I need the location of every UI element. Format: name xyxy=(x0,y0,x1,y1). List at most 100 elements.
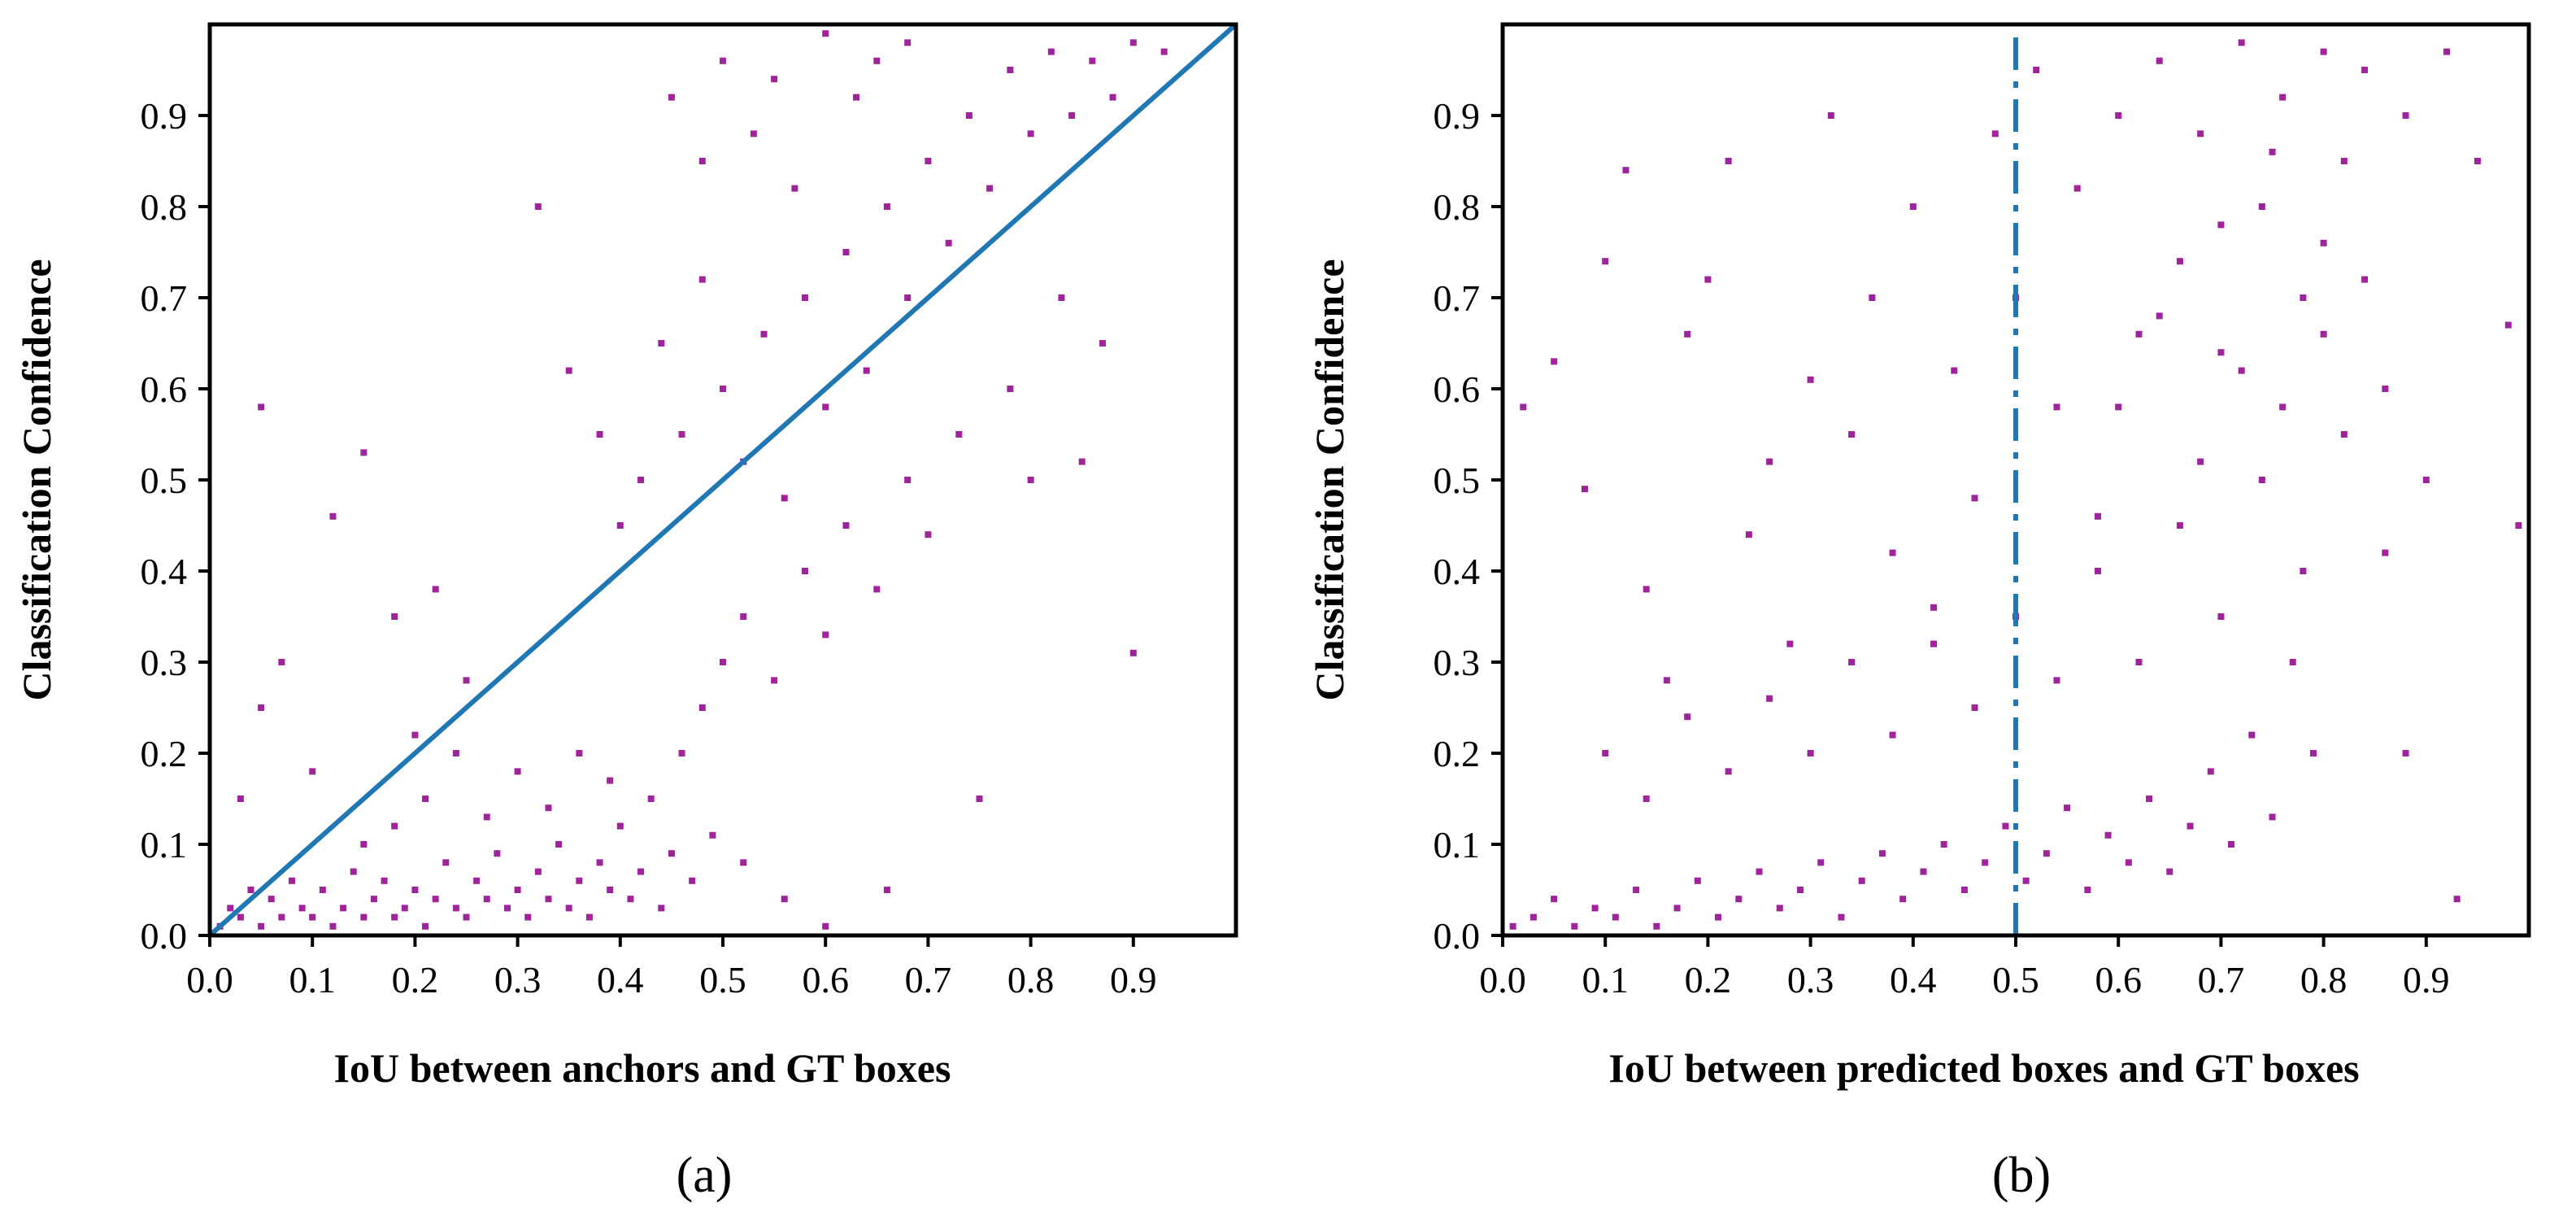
scatter-point-b-1 xyxy=(1530,913,1537,921)
scatter-point-a-97 xyxy=(1109,94,1116,101)
scatter-point-a-88 xyxy=(925,158,932,164)
scatter-panel-b: 0.0 0.1 0.2 0.3 0.4 0.5 0.6 0.7 0.8 0.9 0.0 0.1 0.2… xyxy=(1307,22,2531,1203)
scatter-point-a-50 xyxy=(237,796,244,802)
scatter-point-a-77 xyxy=(698,276,706,283)
scatter-point-a-47 xyxy=(698,704,706,711)
x-tick-label-b-1: 0.1 xyxy=(1582,959,1629,1000)
y-tick-label-b-2: 0.2 xyxy=(1434,733,1481,774)
scatter-point-a-30 xyxy=(524,913,532,921)
scatter-point-b-30 xyxy=(2125,859,2132,866)
y-tick-label-b-6: 0.6 xyxy=(1434,368,1481,410)
scatter-point-a-103 xyxy=(822,631,829,639)
scatter-point-b-110 xyxy=(2115,403,2122,411)
scatter-point-b-16 xyxy=(1838,913,1845,921)
scatter-point-b-72 xyxy=(2197,130,2204,137)
scatter-point-b-0 xyxy=(1509,922,1516,930)
scatter-point-a-84 xyxy=(842,249,850,255)
scatter-point-a-83 xyxy=(822,403,829,411)
scatter-point-b-38 xyxy=(2289,659,2296,665)
scatter-point-b-6 xyxy=(1633,887,1640,893)
scatter-point-a-87 xyxy=(904,294,912,301)
scatter-point-b-94 xyxy=(1766,695,1773,702)
scatter-point-b-107 xyxy=(2300,568,2307,574)
scatter-point-a-42 xyxy=(647,796,655,802)
y-tick-label-a-8: 0.8 xyxy=(141,186,188,228)
scatter-point-a-115 xyxy=(1129,649,1137,656)
scatter-point-b-51 xyxy=(1766,458,1773,465)
scatter-point-a-32 xyxy=(545,896,552,903)
y-tick-label-b-7: 0.7 xyxy=(1434,277,1481,319)
scatter-point-b-46 xyxy=(1663,677,1670,684)
scatter-point-a-72 xyxy=(596,431,603,438)
scatter-point-b-102 xyxy=(2094,568,2101,574)
scatter-point-a-14 xyxy=(360,913,368,921)
scatter-point-b-31 xyxy=(2146,796,2153,802)
scatter-point-a-29 xyxy=(514,887,521,893)
scatter-point-b-25 xyxy=(2022,877,2030,884)
scatter-point-a-55 xyxy=(360,449,368,456)
scatter-point-b-44 xyxy=(1622,167,1630,174)
scatter-point-b-64 xyxy=(2033,67,2040,73)
scatter-point-a-60 xyxy=(258,403,265,411)
x-tick-label-a-4: 0.4 xyxy=(597,959,644,1000)
x-tick-label-a-2: 0.2 xyxy=(392,959,439,1000)
scatter-point-a-102 xyxy=(801,568,808,574)
scatter-point-a-23 xyxy=(452,905,459,912)
scatter-point-b-108 xyxy=(2340,431,2348,438)
scatter-point-a-129 xyxy=(904,39,912,46)
scatter-point-b-61 xyxy=(1971,495,1978,502)
scatter-point-b-105 xyxy=(2217,613,2225,620)
scatter-point-b-39 xyxy=(2309,750,2317,756)
scatter-point-a-122 xyxy=(720,57,726,64)
x-tick-label-a-1: 0.1 xyxy=(289,959,336,1000)
scatter-point-b-112 xyxy=(2197,458,2204,465)
scatter-point-a-49 xyxy=(720,659,726,665)
scatter-point-b-8 xyxy=(1673,905,1681,912)
scatter-point-b-117 xyxy=(2217,221,2225,229)
scatter-point-b-53 xyxy=(1807,376,1814,383)
scatter-point-a-125 xyxy=(791,185,798,192)
scatter-point-a-96 xyxy=(1089,57,1096,64)
caption-a: (a) xyxy=(677,1148,733,1203)
scatter-point-a-108 xyxy=(955,431,963,438)
scatter-point-a-13 xyxy=(350,868,357,875)
scatter-point-b-34 xyxy=(2207,768,2214,775)
scatter-point-a-119 xyxy=(740,859,747,866)
scatter-point-b-52 xyxy=(1786,640,1794,647)
scatter-point-a-38 xyxy=(607,887,614,893)
scatter-point-b-49 xyxy=(1725,158,1732,164)
scatter-point-a-16 xyxy=(381,877,388,884)
scatter-point-b-29 xyxy=(2104,831,2112,839)
y-ticks-a: 0.0 0.1 0.2 0.3 0.4 0.5 0.6 0.7 0.8 0.9 xyxy=(141,95,210,957)
scatter-point-a-31 xyxy=(534,868,542,875)
scatter-point-b-33 xyxy=(2187,822,2194,830)
scatter-point-a-59 xyxy=(463,677,470,684)
y-tick-label-a-4: 0.4 xyxy=(141,551,188,592)
scatter-point-a-95 xyxy=(1068,112,1076,119)
scatter-point-b-73 xyxy=(2217,349,2225,356)
x-tick-label-b-5: 0.5 xyxy=(1992,959,2039,1000)
scatter-point-b-81 xyxy=(2382,386,2389,392)
scatter-point-a-56 xyxy=(391,613,398,620)
scatter-point-a-3 xyxy=(247,887,255,893)
scatter-point-b-84 xyxy=(2443,48,2451,55)
scatter-point-b-90 xyxy=(1602,750,1609,756)
scatter-point-a-127 xyxy=(853,94,860,101)
scatter-point-a-112 xyxy=(1058,294,1065,301)
scatter-point-a-80 xyxy=(760,330,768,338)
scatter-point-a-44 xyxy=(668,850,675,857)
scatter-point-a-117 xyxy=(822,922,829,930)
scatter-point-a-22 xyxy=(442,859,450,866)
y-tick-label-a-5: 0.5 xyxy=(141,460,188,501)
scatter-point-a-63 xyxy=(422,796,429,802)
scatter-point-a-81 xyxy=(781,495,788,502)
scatter-point-b-114 xyxy=(2279,403,2287,411)
x-tick-label-a-3: 0.3 xyxy=(494,959,542,1000)
scatter-point-a-7 xyxy=(288,877,295,884)
scatter-point-a-57 xyxy=(411,731,419,739)
scatter-point-b-47 xyxy=(1684,330,1691,338)
scatter-point-b-119 xyxy=(2320,239,2327,246)
y-tick-label-a-0: 0.0 xyxy=(141,915,188,957)
scatter-point-a-45 xyxy=(678,750,685,756)
scatter-point-a-116 xyxy=(883,887,890,893)
